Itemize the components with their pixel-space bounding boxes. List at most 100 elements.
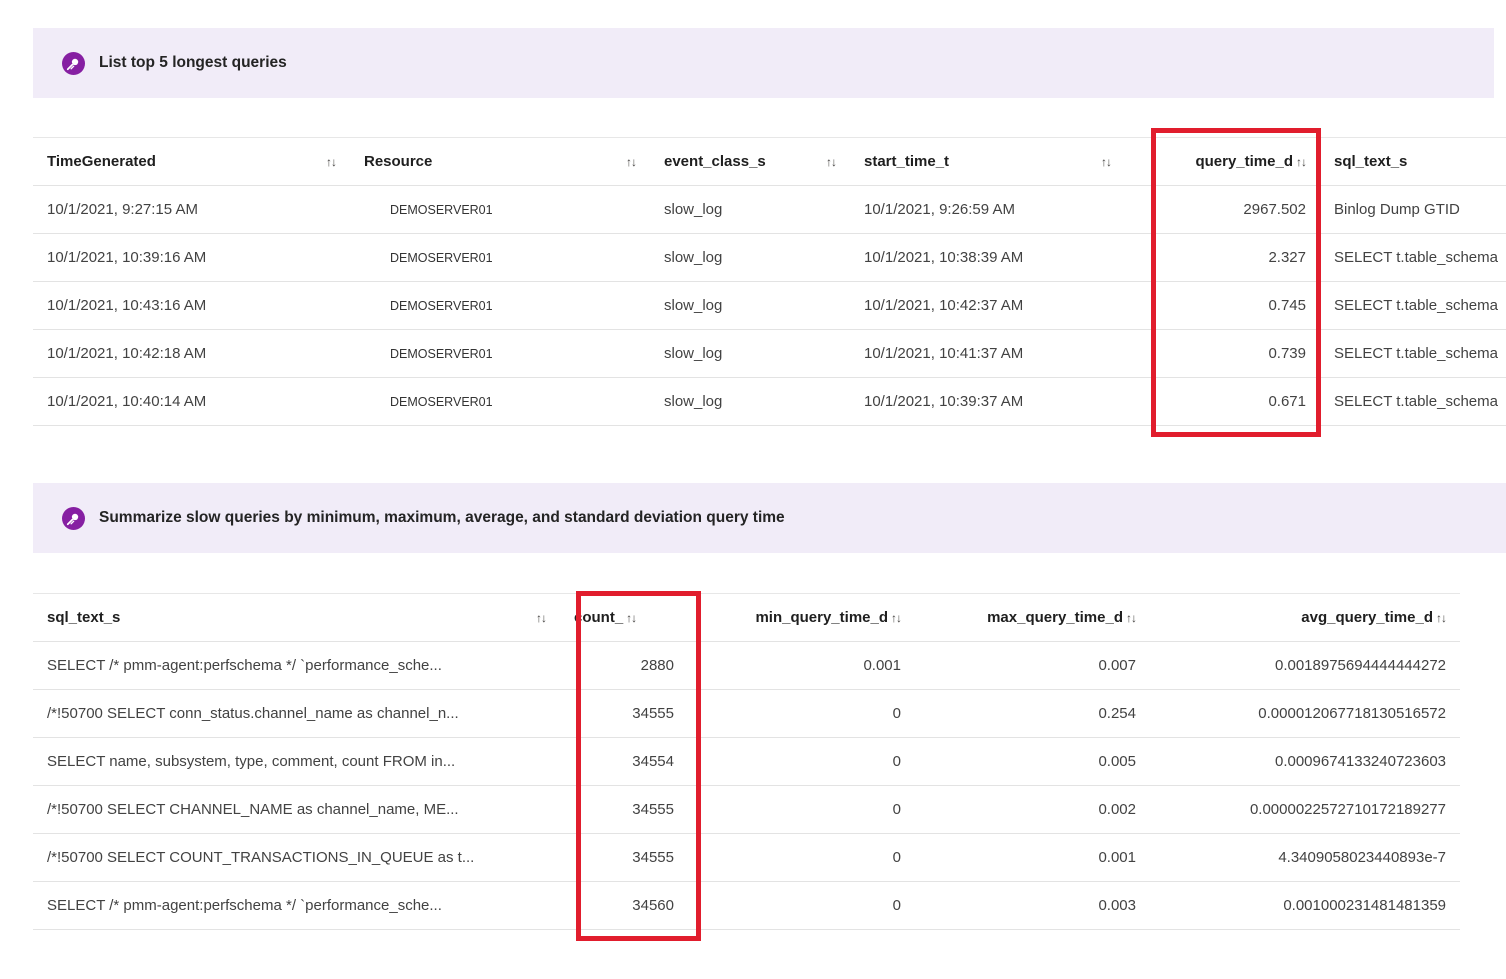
- table-row[interactable]: 10/1/2021, 10:43:16 AM DEMOSERVER01 slow_l…: [33, 281, 1506, 330]
- table-cell: 0.000012067718130516572: [1150, 689, 1460, 738]
- table-row[interactable]: /*!50700 SELECT conn_status.channel_name…: [33, 689, 1460, 738]
- table-cell: 0.001000231481481359: [1150, 881, 1460, 930]
- table-row[interactable]: /*!50700 SELECT CHANNEL_NAME as channel_…: [33, 785, 1460, 834]
- table-cell: 34560: [560, 881, 700, 930]
- copilot-prompt-banner-1: List top 5 longest queries: [33, 28, 1494, 98]
- column-label: min_query_time_d: [755, 609, 888, 626]
- sort-icon[interactable]: ↑↓: [1101, 154, 1112, 169]
- table-header-row: TimeGenerated ↑↓ Resource ↑↓ event_class_s…: [33, 137, 1506, 186]
- table-cell: slow_log: [650, 185, 850, 234]
- prompt-text-2: Summarize slow queries by minimum, maxim…: [99, 509, 785, 526]
- table-cell: SELECT t.table_schema: [1320, 329, 1506, 378]
- table-cell: 34555: [560, 689, 700, 738]
- table-cell: 0.739: [1125, 329, 1320, 378]
- column-label: count_: [574, 609, 624, 626]
- table-cell: SELECT t.table_schema: [1320, 377, 1506, 426]
- table-cell: 10/1/2021, 9:26:59 AM: [850, 185, 1125, 234]
- table-cell: 0.0018975694444444272: [1150, 641, 1460, 690]
- sort-icon[interactable]: ↑↓: [826, 154, 837, 169]
- table-cell: DEMOSERVER01: [350, 281, 650, 330]
- column-label: event_class_s: [664, 153, 766, 170]
- column-header-resource[interactable]: Resource ↑↓: [350, 137, 650, 186]
- table-row[interactable]: 10/1/2021, 10:39:16 AM DEMOSERVER01 slow_l…: [33, 233, 1506, 282]
- copilot-rocket-icon: [62, 506, 85, 530]
- table-row[interactable]: SELECT /* pmm-agent:perfschema */ `perfo…: [33, 641, 1460, 690]
- table-cell: 10/1/2021, 10:43:16 AM: [33, 281, 350, 330]
- table-cell: SELECT /* pmm-agent:perfschema */ `perfo…: [33, 641, 560, 690]
- table-cell: 0.745: [1125, 281, 1320, 330]
- table-cell: 0.001: [700, 641, 915, 690]
- query-results-table-1: TimeGenerated ↑↓ Resource ↑↓ event_class_s…: [33, 137, 1506, 426]
- table-cell: SELECT name, subsystem, type, comment, c…: [33, 737, 560, 786]
- table-row[interactable]: 10/1/2021, 9:27:15 AM DEMOSERVER01 slow_lo…: [33, 185, 1506, 234]
- column-header-sql-text[interactable]: sql_text_s ↑↓: [33, 593, 560, 642]
- copilot-rocket-icon: [62, 51, 85, 75]
- table-cell: SELECT t.table_schema: [1320, 281, 1506, 330]
- column-header-event-class[interactable]: event_class_s ↑↓: [650, 137, 850, 186]
- sort-icon[interactable]: ↑↓: [1126, 610, 1137, 625]
- table-cell: 0: [700, 737, 915, 786]
- column-header-min-query-time[interactable]: min_query_time_d ↑↓: [700, 593, 915, 642]
- column-label: Resource: [364, 153, 433, 170]
- table-cell: 10/1/2021, 10:39:37 AM: [850, 377, 1125, 426]
- column-header-max-query-time[interactable]: max_query_time_d ↑↓: [915, 593, 1150, 642]
- table-cell: 0.002: [915, 785, 1150, 834]
- sort-icon[interactable]: ↑↓: [626, 610, 637, 625]
- table-cell: 0.254: [915, 689, 1150, 738]
- sort-icon[interactable]: ↑↓: [626, 154, 637, 169]
- table-cell: 2880: [560, 641, 700, 690]
- table-cell: 34554: [560, 737, 700, 786]
- table-row[interactable]: SELECT name, subsystem, type, comment, c…: [33, 737, 1460, 786]
- table-cell: /*!50700 SELECT conn_status.channel_name…: [33, 689, 560, 738]
- query-results-table-2: sql_text_s ↑↓ count_ ↑↓ min_query_time_d ↑↓…: [33, 593, 1460, 930]
- copilot-prompt-banner-2: Summarize slow queries by minimum, maxim…: [33, 483, 1506, 553]
- column-label: start_time_t: [864, 153, 950, 170]
- table-cell: slow_log: [650, 233, 850, 282]
- sort-icon[interactable]: ↑↓: [1296, 154, 1307, 169]
- column-header-timegenerated[interactable]: TimeGenerated ↑↓: [33, 137, 350, 186]
- top-queries-results-table: TimeGenerated ↑↓ Resource ↑↓ event_class_s…: [33, 137, 1506, 427]
- table-cell: 10/1/2021, 10:38:39 AM: [850, 233, 1125, 282]
- sort-icon[interactable]: ↑↓: [536, 610, 547, 625]
- table-cell: 10/1/2021, 10:40:14 AM: [33, 377, 350, 426]
- table-cell: slow_log: [650, 281, 850, 330]
- column-label: TimeGenerated: [47, 153, 156, 170]
- table-cell: 10/1/2021, 10:39:16 AM: [33, 233, 350, 282]
- table-cell: Binlog Dump GTID: [1320, 185, 1506, 234]
- prompt-text-1: List top 5 longest queries: [99, 54, 287, 71]
- table-cell: 10/1/2021, 10:42:18 AM: [33, 329, 350, 378]
- table-cell: 0.0009674133240723603: [1150, 737, 1460, 786]
- table-row[interactable]: 10/1/2021, 10:42:18 AM DEMOSERVER01 slow_l…: [33, 329, 1506, 378]
- column-header-avg-query-time[interactable]: avg_query_time_d ↑↓: [1150, 593, 1460, 642]
- column-label: sql_text_s: [47, 609, 121, 626]
- sort-icon[interactable]: ↑↓: [891, 610, 902, 625]
- table-cell: /*!50700 SELECT COUNT_TRANSACTIONS_IN_QU…: [33, 833, 560, 882]
- column-header-query-time[interactable]: query_time_d ↑↓: [1125, 137, 1320, 186]
- table-cell: 2967.502: [1125, 185, 1320, 234]
- column-header-sql-text[interactable]: sql_text_s: [1320, 137, 1506, 186]
- table-row[interactable]: /*!50700 SELECT COUNT_TRANSACTIONS_IN_QU…: [33, 833, 1460, 882]
- table-cell: slow_log: [650, 377, 850, 426]
- sort-icon[interactable]: ↑↓: [326, 154, 337, 169]
- column-label: avg_query_time_d: [1301, 609, 1433, 626]
- table-cell: 0.005: [915, 737, 1150, 786]
- table-cell: 0.001: [915, 833, 1150, 882]
- table-cell: 0: [700, 833, 915, 882]
- column-header-start-time[interactable]: start_time_t ↑↓: [850, 137, 1125, 186]
- table-cell: /*!50700 SELECT CHANNEL_NAME as channel_…: [33, 785, 560, 834]
- table-row[interactable]: 10/1/2021, 10:40:14 AM DEMOSERVER01 slow_l…: [33, 377, 1506, 426]
- table-row[interactable]: SELECT /* pmm-agent:perfschema */ `perfo…: [33, 881, 1460, 930]
- table-cell: DEMOSERVER01: [350, 233, 650, 282]
- table-cell: DEMOSERVER01: [350, 185, 650, 234]
- table-cell: DEMOSERVER01: [350, 377, 650, 426]
- table-cell: 34555: [560, 785, 700, 834]
- table-cell: 0.671: [1125, 377, 1320, 426]
- sort-icon[interactable]: ↑↓: [1436, 610, 1447, 625]
- column-label: query_time_d: [1195, 153, 1293, 170]
- table-cell: 10/1/2021, 9:27:15 AM: [33, 185, 350, 234]
- table-cell: 10/1/2021, 10:42:37 AM: [850, 281, 1125, 330]
- table-header-row: sql_text_s ↑↓ count_ ↑↓ min_query_time_d ↑↓…: [33, 593, 1460, 642]
- table-cell: 0.007: [915, 641, 1150, 690]
- column-header-count[interactable]: count_ ↑↓: [560, 593, 700, 642]
- table-cell: slow_log: [650, 329, 850, 378]
